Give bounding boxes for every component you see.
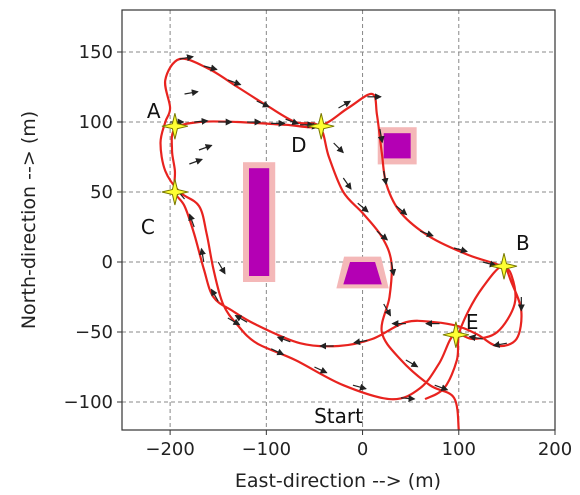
- waypoint-marker: [161, 113, 189, 140]
- heading-arrow: [270, 348, 285, 356]
- waypoint-marker: [442, 321, 470, 348]
- heading-arrow: [482, 260, 497, 268]
- x-ticks: −200 −100 0 100 200: [145, 430, 572, 460]
- heading-arrow: [189, 158, 203, 165]
- y-tick-label: 100: [79, 112, 113, 133]
- heading-arrow: [400, 394, 416, 402]
- waypoint-label: B: [516, 231, 530, 255]
- heading-arrow: [434, 384, 449, 392]
- y-tick-label: 150: [79, 42, 113, 63]
- heading-arrows: [170, 54, 525, 402]
- heading-arrow: [389, 261, 397, 277]
- heading-arrow: [383, 303, 391, 317]
- y-tick-label: 50: [90, 182, 113, 203]
- waypoint-label: A: [147, 99, 161, 123]
- heading-arrow: [377, 128, 385, 144]
- obstacles: [243, 127, 417, 289]
- heading-arrow: [217, 261, 226, 275]
- waypoint-label: E: [466, 310, 479, 334]
- heading-arrow: [357, 202, 369, 213]
- x-axis-title: East-direction --> (m): [235, 470, 441, 492]
- heading-arrow: [405, 359, 419, 368]
- heading-arrow: [333, 142, 344, 154]
- x-tick-label: −200: [145, 439, 194, 460]
- plot-frame: [121, 9, 556, 431]
- heading-arrow: [468, 334, 483, 342]
- heading-arrow: [453, 246, 468, 254]
- x-tick-label: 100: [442, 439, 476, 460]
- obstacle: [249, 168, 270, 276]
- heading-arrow: [227, 79, 242, 86]
- obstacle: [343, 262, 382, 285]
- heading-arrow: [376, 230, 389, 241]
- y-tick-label: −50: [75, 322, 113, 343]
- waypoint-label: C: [141, 215, 155, 239]
- heading-arrow: [314, 366, 328, 374]
- grid: [122, 10, 556, 430]
- y-tick-label: 0: [102, 252, 113, 273]
- heading-arrow: [420, 230, 434, 238]
- waypoint-marker: [161, 178, 189, 206]
- heading-arrow: [198, 144, 213, 151]
- trajectory-line: [159, 57, 523, 430]
- heading-arrow: [199, 247, 206, 263]
- heading-arrow: [210, 288, 219, 302]
- y-axis-title: North-direction --> (m): [18, 111, 40, 329]
- heading-arrow: [227, 317, 241, 326]
- heading-arrow: [188, 213, 195, 228]
- waypoint-label: D: [291, 133, 306, 157]
- waypoints: A B C D E: [141, 99, 530, 348]
- heading-arrow: [338, 100, 352, 109]
- x-tick-label: 0: [357, 439, 368, 460]
- heading-arrow: [256, 100, 270, 108]
- heading-arrow: [381, 170, 389, 186]
- heading-arrow: [352, 383, 367, 391]
- heading-arrow: [276, 335, 291, 343]
- heading-arrow: [395, 205, 408, 216]
- heading-arrow: [353, 338, 368, 346]
- heading-arrow: [285, 118, 300, 126]
- heading-arrow: [194, 117, 209, 125]
- heading-arrow: [492, 341, 507, 348]
- start-annotation: Start: [314, 404, 363, 428]
- y-ticks: −100 −50 0 50 100 150: [64, 42, 122, 413]
- x-tick-label: 200: [538, 439, 572, 460]
- heading-arrow: [342, 177, 352, 190]
- waypoint-marker: [308, 113, 335, 140]
- heading-arrow: [179, 54, 194, 62]
- trajectory: [159, 57, 523, 430]
- x-tick-label: −100: [242, 439, 291, 460]
- heading-arrow: [203, 64, 218, 72]
- heading-arrow: [184, 89, 199, 97]
- obstacle: [383, 133, 411, 159]
- waypoint-marker: [490, 253, 518, 280]
- heading-arrow: [234, 314, 248, 323]
- y-tick-label: −100: [64, 392, 113, 413]
